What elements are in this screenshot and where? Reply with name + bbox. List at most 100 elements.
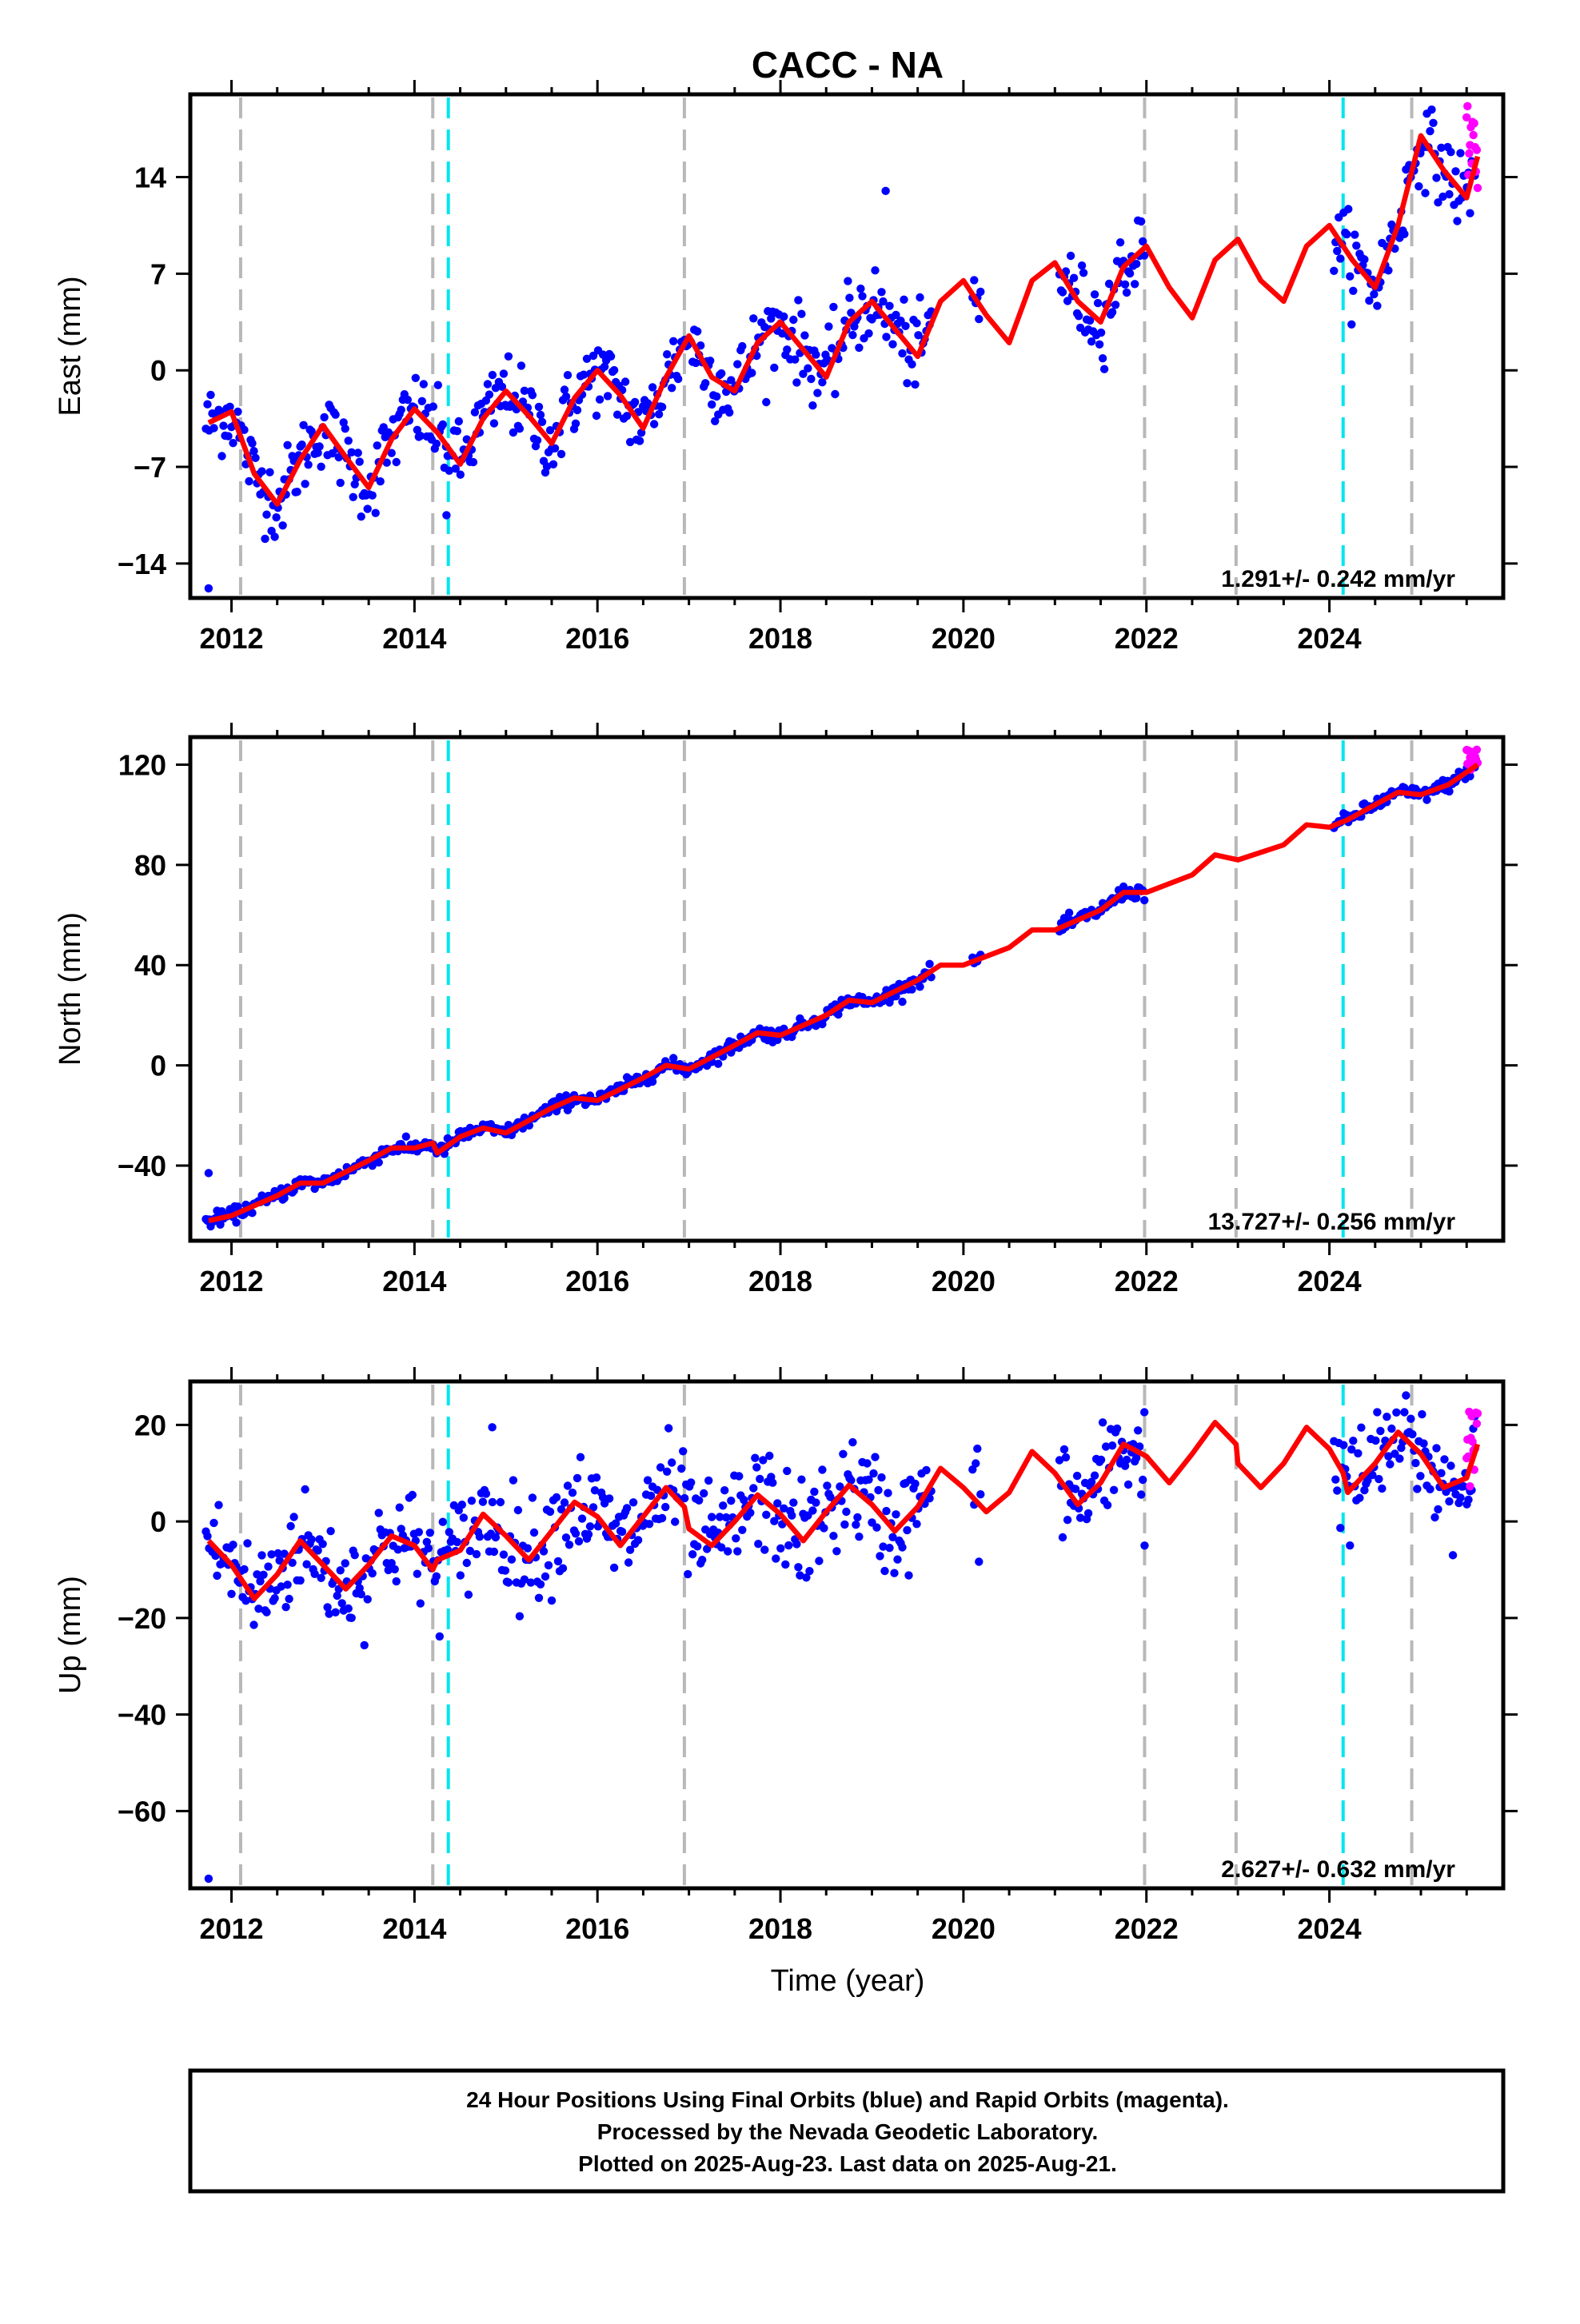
data-point	[240, 1565, 249, 1574]
data-point	[301, 480, 309, 488]
data-point	[419, 380, 428, 389]
data-point	[829, 302, 838, 312]
data-point	[488, 370, 497, 380]
data-point	[669, 1054, 678, 1062]
data-point	[848, 330, 857, 340]
data-point	[628, 1498, 638, 1507]
footer-box: 24 Hour Positions Using Final Orbits (bl…	[188, 2068, 1506, 2194]
data-point	[313, 1546, 322, 1555]
data-point	[778, 329, 787, 338]
data-point	[898, 997, 907, 1007]
data-point	[229, 439, 237, 448]
data-point	[336, 1566, 345, 1575]
data-point	[435, 1632, 444, 1641]
data-point	[663, 350, 672, 359]
data-point	[780, 1504, 788, 1513]
data-point	[1085, 316, 1095, 325]
data-point	[1352, 241, 1361, 250]
data-point	[654, 410, 664, 419]
data-point	[1416, 1472, 1425, 1481]
data-point	[1440, 1455, 1449, 1464]
data-point	[972, 1459, 980, 1468]
data-point	[414, 1528, 423, 1537]
data-point	[353, 448, 362, 457]
data-point	[248, 1209, 257, 1218]
data-point	[912, 1520, 921, 1529]
data-point	[1098, 1418, 1107, 1427]
data-point	[717, 369, 726, 378]
data-point	[1351, 230, 1359, 239]
x-tick-label: 2016	[565, 1265, 629, 1298]
data-point	[499, 1550, 509, 1559]
data-point	[504, 352, 513, 361]
data-point	[301, 1485, 309, 1494]
model-fit-line	[206, 1420, 1481, 1601]
data-point	[1355, 1493, 1364, 1502]
data-point	[794, 296, 803, 305]
data-point	[1373, 301, 1382, 310]
data-point	[1071, 1485, 1080, 1493]
data-point	[792, 1540, 801, 1549]
data-point	[752, 1463, 761, 1472]
data-point	[453, 1537, 461, 1547]
data-point	[390, 1565, 399, 1574]
data-point	[349, 492, 357, 501]
data-point	[1090, 290, 1099, 299]
data-point	[842, 1507, 851, 1517]
data-point	[1418, 1409, 1426, 1419]
x-tick-label: 2012	[199, 1265, 263, 1298]
y-tick-label: 40	[134, 949, 166, 982]
x-tick-label: 2024	[1298, 1912, 1362, 1945]
data-point	[856, 284, 865, 293]
data-point	[1434, 1505, 1442, 1514]
data-point	[789, 315, 798, 325]
data-point	[656, 1463, 665, 1472]
data-point	[1432, 1444, 1441, 1453]
data-point	[209, 424, 218, 433]
chart-title: CACC - NA	[752, 44, 944, 86]
data-point	[975, 314, 984, 324]
data-point	[1098, 354, 1107, 363]
data-point	[574, 1537, 584, 1546]
data-point	[469, 457, 478, 467]
data-point	[916, 983, 924, 991]
data-point	[1122, 1455, 1131, 1465]
data-point	[724, 1547, 732, 1556]
data-point	[1446, 1461, 1455, 1470]
data-point	[696, 341, 705, 350]
x-tick-label: 2014	[382, 622, 446, 655]
data-point	[1079, 269, 1088, 277]
panel-frame	[188, 1379, 1506, 1891]
model-fit-line	[208, 762, 1479, 1224]
data-point	[1448, 1551, 1458, 1560]
data-point	[1333, 1486, 1342, 1495]
data-point	[240, 425, 249, 434]
data-point	[573, 405, 582, 415]
data-point	[1343, 229, 1351, 239]
data-point	[217, 452, 226, 460]
data-point	[708, 400, 716, 409]
data-point	[714, 1059, 723, 1068]
data-point	[325, 1609, 333, 1618]
data-point	[1438, 192, 1447, 201]
data-point	[337, 1599, 346, 1608]
data-point	[1430, 1513, 1439, 1522]
data-point	[1112, 1424, 1122, 1433]
y-tick-label: 20	[134, 1409, 166, 1441]
data-point	[770, 363, 779, 373]
data-point	[1357, 1423, 1366, 1432]
data-point	[1119, 882, 1128, 891]
data-point	[1445, 1497, 1454, 1506]
data-point	[767, 314, 776, 323]
data-point	[800, 331, 809, 340]
data-point	[882, 1506, 891, 1516]
data-point	[533, 436, 542, 444]
data-point	[770, 1517, 779, 1525]
data-point	[1109, 1485, 1119, 1495]
data-point	[425, 1529, 434, 1537]
data-point	[534, 1593, 544, 1603]
data-point	[213, 1571, 221, 1581]
data-point	[376, 477, 385, 486]
data-point	[882, 333, 891, 341]
